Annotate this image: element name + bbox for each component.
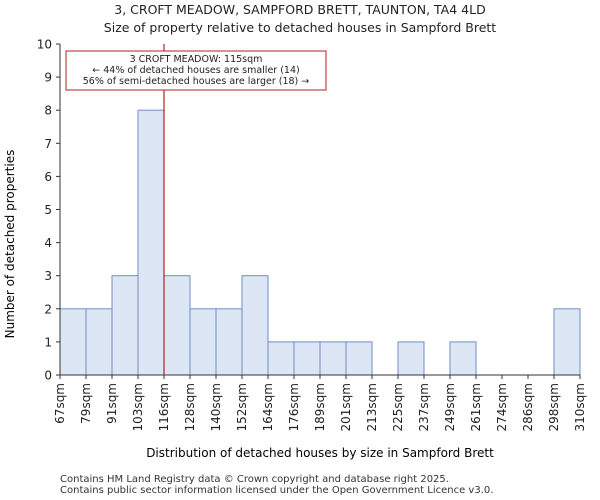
x-tick-label: 103sqm [131, 383, 145, 431]
y-tick-label: 6 [44, 170, 52, 184]
bar [111, 275, 139, 376]
bar [449, 341, 477, 376]
annotation-line-1: 3 CROFT MEADOW: 115sqm [130, 54, 263, 65]
bar [241, 275, 269, 376]
bar [267, 341, 295, 376]
x-tick-label: 298sqm [547, 383, 561, 431]
x-tick-label: 140sqm [209, 383, 223, 431]
x-tick-label: 128sqm [183, 383, 197, 431]
x-tick-label: 116sqm [157, 383, 171, 431]
bar [293, 341, 321, 376]
y-tick-label: 0 [44, 369, 52, 383]
y-tick-label: 2 [44, 302, 52, 316]
bar [345, 341, 373, 376]
x-tick-label: 67sqm [53, 383, 67, 424]
y-tick-label: 7 [44, 137, 52, 151]
x-tick-label: 261sqm [469, 383, 483, 431]
x-tick-label: 152sqm [235, 383, 249, 431]
bar [137, 109, 165, 376]
footer-line-2: Contains public sector information licen… [60, 485, 494, 496]
bar [59, 308, 87, 376]
annotation-box [65, 50, 327, 91]
y-tick-label: 8 [44, 104, 52, 118]
y-tick-label: 3 [44, 269, 52, 283]
x-tick-label: 91sqm [105, 383, 119, 424]
annotation-line-2: ← 44% of detached houses are smaller (14… [92, 65, 299, 76]
x-tick-label: 213sqm [365, 383, 379, 431]
y-tick-label: 10 [37, 38, 52, 52]
bar [163, 275, 191, 376]
bar [553, 308, 581, 376]
bar [189, 308, 217, 376]
x-tick-label: 237sqm [417, 383, 431, 431]
x-tick-label: 274sqm [495, 383, 509, 431]
attribution-footer: Contains HM Land Registry data © Crown c… [60, 474, 493, 496]
x-tick-label: 249sqm [443, 383, 457, 431]
bar [397, 341, 425, 376]
x-tick-label: 310sqm [573, 383, 587, 431]
y-tick-label: 5 [44, 203, 52, 217]
y-axis-label: Number of detached properties [3, 150, 17, 339]
x-tick-label: 225sqm [391, 383, 405, 431]
chart-subtitle: Size of property relative to detached ho… [103, 20, 497, 35]
x-tick-label: 201sqm [339, 383, 353, 431]
x-tick-label: 176sqm [287, 383, 301, 431]
bar [319, 341, 347, 376]
y-tick-label: 9 [44, 71, 52, 85]
x-tick-label: 286sqm [521, 383, 535, 431]
x-axis-label: Distribution of detached houses by size … [146, 446, 494, 460]
bar [215, 308, 243, 376]
x-tick-label: 164sqm [261, 383, 275, 431]
x-tick-label: 79sqm [79, 383, 93, 424]
y-tick-label: 1 [44, 335, 52, 349]
x-tick-label: 189sqm [313, 383, 327, 431]
annotation-line-3: 56% of semi-detached houses are larger (… [83, 76, 310, 87]
bar [85, 308, 113, 376]
y-tick-label: 4 [44, 236, 52, 250]
chart-title: 3, CROFT MEADOW, SAMPFORD BRETT, TAUNTON… [114, 2, 486, 17]
footer-line-1: Contains HM Land Registry data © Crown c… [60, 474, 449, 485]
